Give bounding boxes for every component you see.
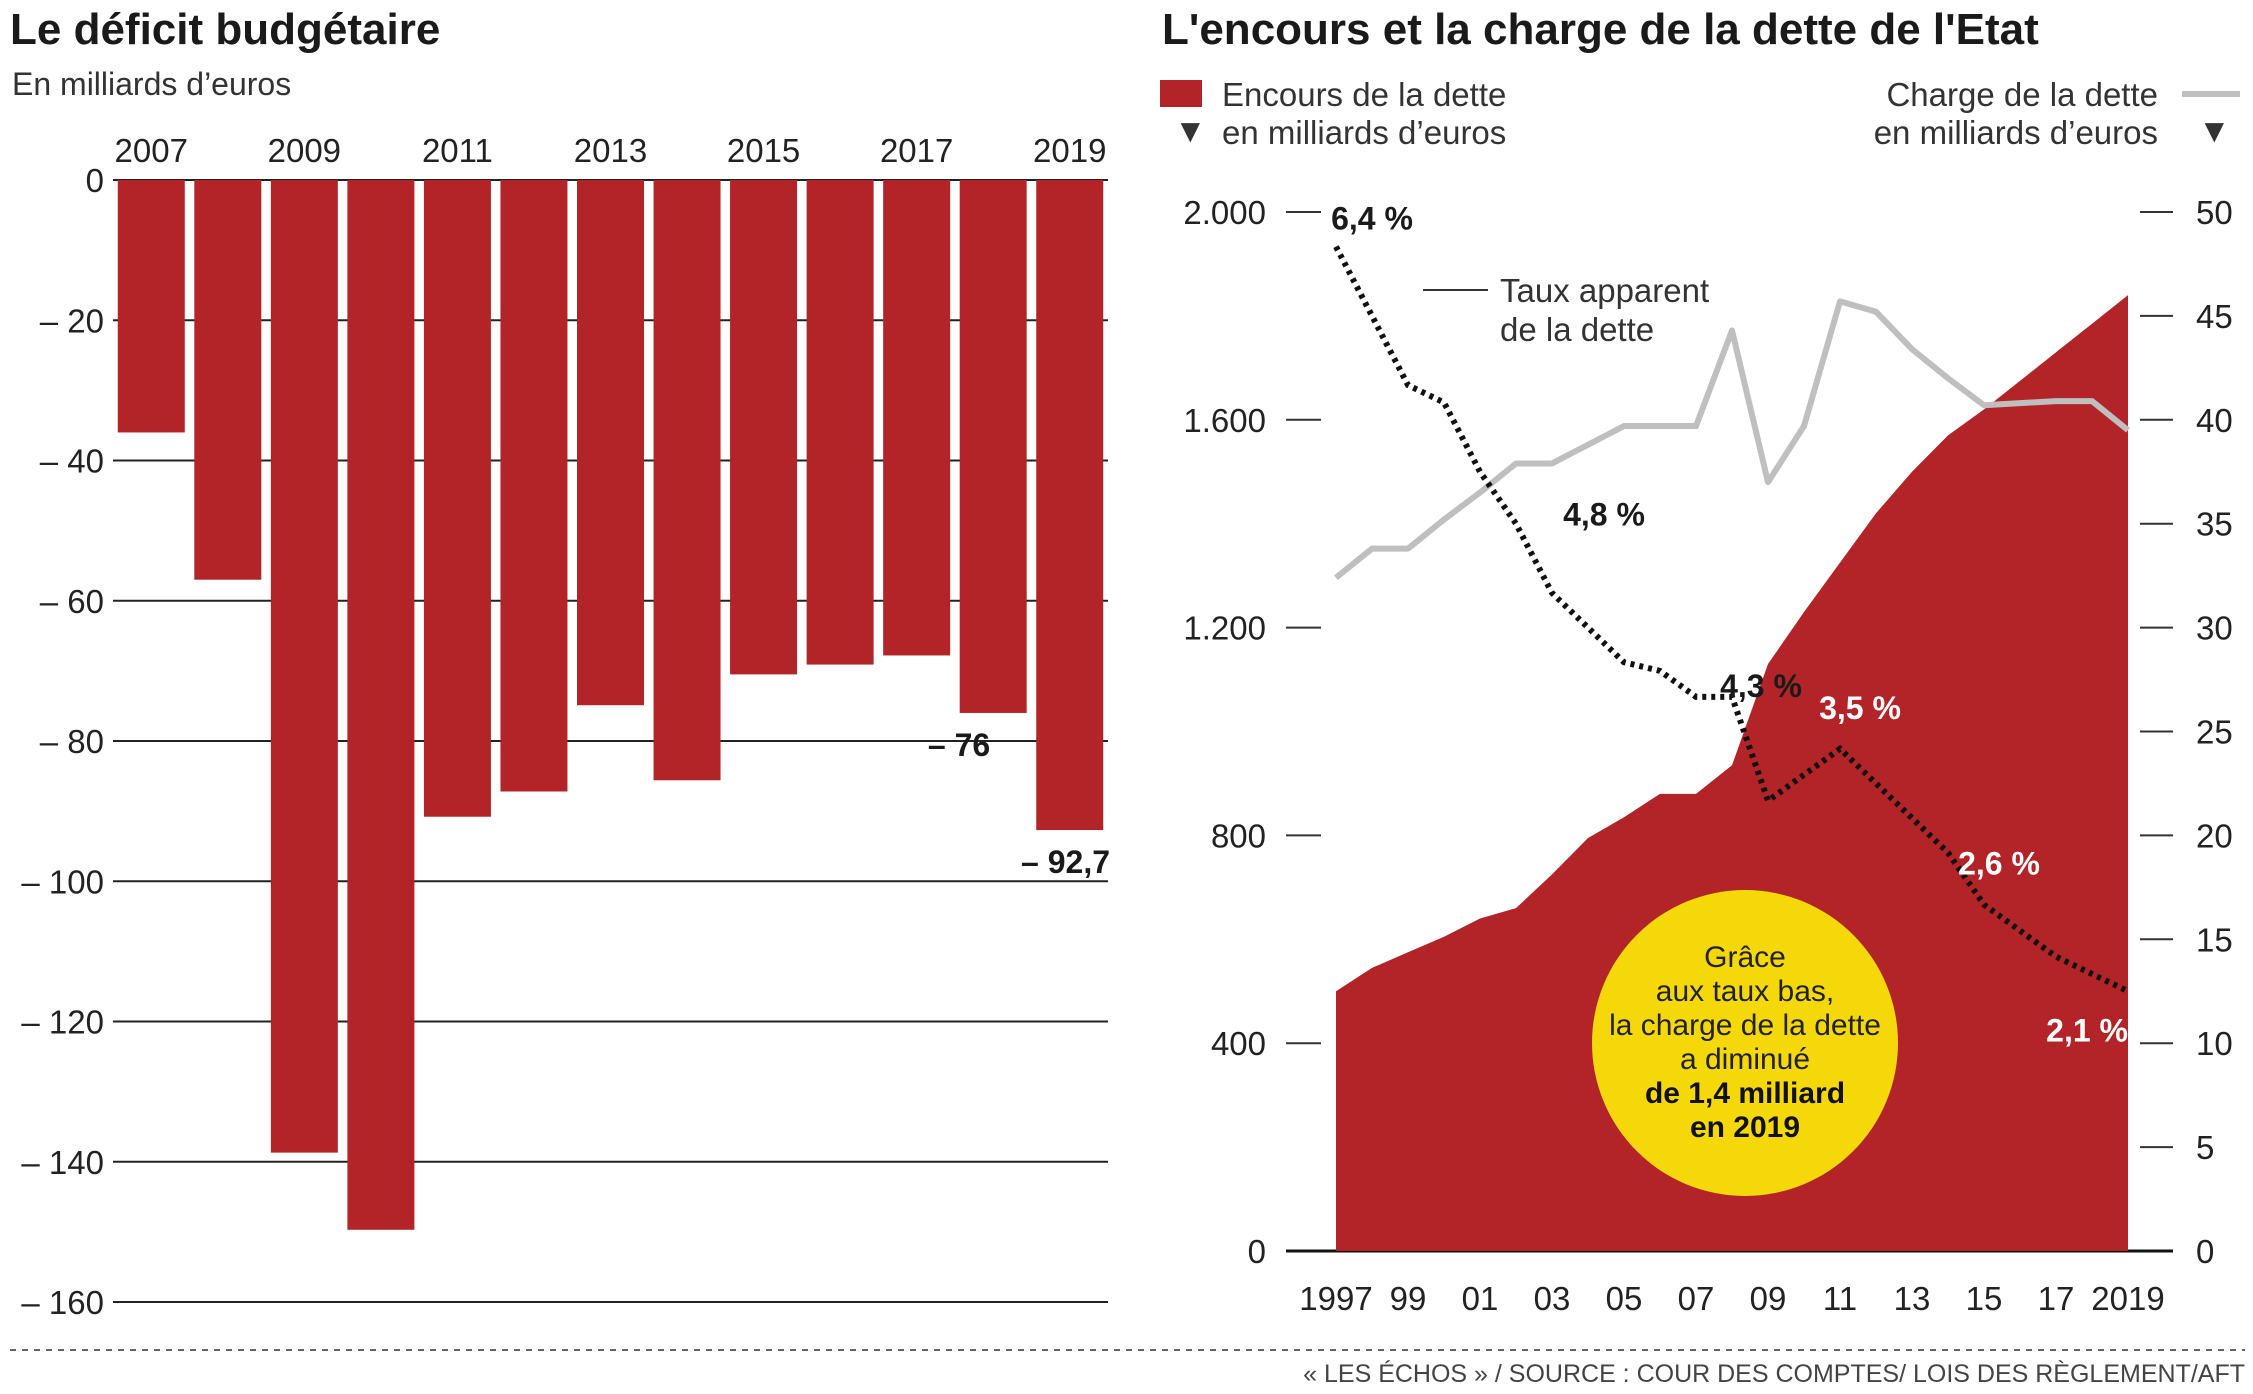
left-y-tick-label: – 120 <box>21 1004 104 1041</box>
left-bars <box>117 180 1104 1230</box>
legend-encours-arrow-icon: ▼ <box>1174 112 1207 149</box>
bar-2016 <box>806 180 874 665</box>
right-x-tick-label: 13 <box>1894 1280 1931 1317</box>
right-left-y-tick-label: 1.600 <box>1183 402 1266 439</box>
right-right-y-tick-label: 0 <box>2196 1233 2214 1270</box>
bar-2007 <box>117 180 185 433</box>
legend-charge-line1: Charge de la dette <box>1886 76 2158 113</box>
left-data-label-2019: – 92,7 <box>1021 844 1110 880</box>
taux-label-2015: 2,6 % <box>1958 846 2040 882</box>
left-x-tick-label: 2015 <box>727 132 800 169</box>
right-x-tick-label: 15 <box>1966 1280 2003 1317</box>
taux-label-2011: 3,5 % <box>1819 690 1901 726</box>
callout-line4: a diminué <box>1680 1043 1810 1076</box>
taux-label-1997: 6,4 % <box>1331 201 1413 237</box>
right-x-tick-label: 2019 <box>2091 1280 2164 1317</box>
left-chart-subtitle: En milliards d’euros <box>12 66 291 102</box>
left-x-tick-label: 2009 <box>268 132 341 169</box>
left-chart-title: Le déficit budgétaire <box>10 5 440 54</box>
right-right-y-tick-label: 15 <box>2196 921 2233 958</box>
left-x-tick-label: 2017 <box>880 132 953 169</box>
right-left-y-tick-label: 0 <box>1248 1233 1266 1270</box>
right-right-y-tick-label: 45 <box>2196 298 2233 335</box>
right-right-y-tick-label: 35 <box>2196 506 2233 543</box>
right-x-tick-label: 03 <box>1534 1280 1571 1317</box>
left-tick-labels: 0 – 20 – 40 – 60 – 80 – 100 – 120 – 140 – 160 200… <box>21 132 1106 1321</box>
left-x-tick-label: 2011 <box>422 132 493 169</box>
bar-2015 <box>730 180 798 675</box>
callout-circle <box>1592 890 1898 1196</box>
right-x-tick-label: 99 <box>1390 1280 1427 1317</box>
right-x-tick-label: 17 <box>2038 1280 2075 1317</box>
taux-legend-line2: de la dette <box>1500 311 1654 348</box>
bar-2019 <box>1036 180 1104 831</box>
right-right-y-tick-label: 25 <box>2196 714 2233 751</box>
left-x-tick-label: 2007 <box>115 132 188 169</box>
charge-line <box>1334 298 2130 581</box>
left-y-tick-label: – 140 <box>21 1144 104 1181</box>
taux-legend-line1: Taux apparent <box>1500 272 1709 309</box>
taux-label-2007: 4,3 % <box>1720 668 1802 704</box>
bar-2009 <box>270 180 338 1153</box>
callout-line5: de 1,4 milliard <box>1645 1077 1845 1110</box>
legend-encours-line2: en milliards d’euros <box>1222 114 1506 151</box>
right-right-y-tick-label: 50 <box>2196 194 2233 231</box>
taux-label-2002: 4,8 % <box>1563 497 1645 533</box>
right-x-tick-label: 11 <box>1823 1280 1857 1317</box>
legend-charge-arrow-icon: ▼ <box>2198 112 2231 149</box>
callout-line6: en 2019 <box>1690 1111 1800 1144</box>
bar-2017 <box>883 180 951 656</box>
source-note: « LES ÉCHOS » / SOURCE : COUR DES COMPTE… <box>1303 1359 2245 1388</box>
right-x-tick-label: 05 <box>1606 1280 1643 1317</box>
taux-labels: 6,4 % 4,8 % 4,3 % 3,5 % 2,6 % 2,1 % <box>1331 201 2128 1049</box>
right-x-tick-label: 09 <box>1750 1280 1787 1317</box>
right-left-y-tick-label: 400 <box>1211 1025 1266 1062</box>
left-y-tick-label: – 100 <box>21 863 104 900</box>
bar-2010 <box>347 180 415 1230</box>
right-right-y-tick-label: 30 <box>2196 610 2233 647</box>
right-tick-groups: 04008001.2001.6002.000051015202530354045… <box>1183 194 2232 1317</box>
right-x-tick-label: 1997 <box>1299 1280 1372 1317</box>
right-right-y-tick-label: 20 <box>2196 817 2233 854</box>
left-y-tick-label: – 40 <box>40 443 104 480</box>
left-y-tick-label: 0 <box>86 162 104 199</box>
left-x-tick-label: 2013 <box>574 132 647 169</box>
bar-2018 <box>959 180 1027 713</box>
right-left-y-tick-label: 800 <box>1211 817 1266 854</box>
callout-line2: aux taux bas, <box>1656 975 1834 1008</box>
bar-2013 <box>577 180 644 706</box>
left-x-tick-label: 2019 <box>1033 132 1106 169</box>
left-y-tick-label: – 20 <box>40 302 104 339</box>
right-chart-title: L'encours et la charge de la dette de l'… <box>1162 5 2039 54</box>
right-right-y-tick-label: 10 <box>2196 1025 2233 1062</box>
bar-2012 <box>500 180 568 792</box>
legend-encours-swatch <box>1160 80 1202 107</box>
taux-dotted-line <box>1333 245 2130 994</box>
left-data-label-2018: – 76 <box>928 727 990 763</box>
right-left-y-tick-label: 1.200 <box>1183 610 1266 647</box>
right-right-y-tick-label: 40 <box>2196 402 2233 439</box>
left-y-tick-label: – 160 <box>21 1284 104 1321</box>
right-x-tick-label: 07 <box>1678 1280 1715 1317</box>
encours-area <box>1336 295 2128 1251</box>
right-right-y-tick-label: 5 <box>2196 1129 2214 1166</box>
right-left-y-tick-label: 2.000 <box>1183 194 1266 231</box>
left-data-labels: – 76 – 92,7 <box>928 727 1110 880</box>
right-x-tick-label: 01 <box>1462 1280 1499 1317</box>
bar-2008 <box>194 180 262 580</box>
legend-charge-line2: en milliards d’euros <box>1874 114 2158 151</box>
callout-line1: Grâce <box>1704 941 1786 974</box>
bar-2011 <box>423 180 491 817</box>
legend-encours-line1: Encours de la dette <box>1222 76 1506 113</box>
callout-line3: la charge de la dette <box>1609 1009 1881 1042</box>
left-y-tick-label: – 60 <box>40 583 104 620</box>
taux-label-2019: 2,1 % <box>2046 1012 2128 1048</box>
bar-2014 <box>653 180 721 781</box>
left-y-tick-label: – 80 <box>40 723 104 760</box>
